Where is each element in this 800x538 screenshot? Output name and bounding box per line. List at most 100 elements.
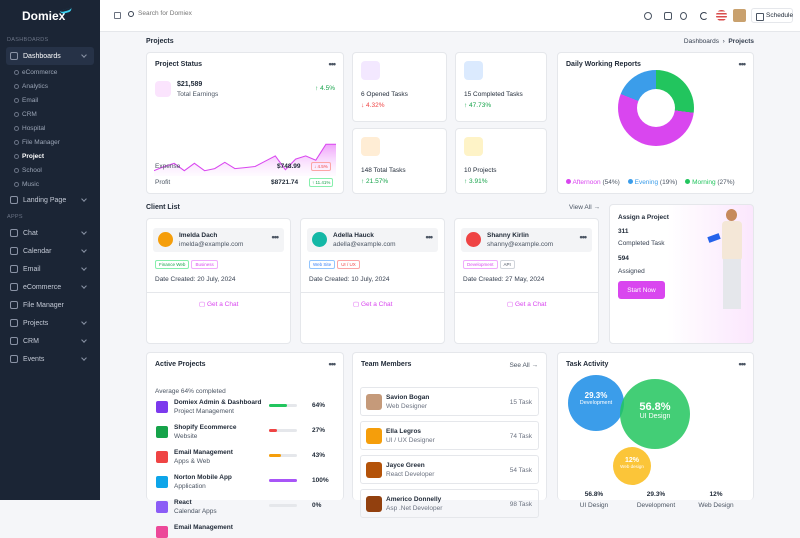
brand-logo[interactable]: Domiex	[0, 0, 100, 32]
sidebar-item-dashboards[interactable]: Dashboards	[6, 47, 94, 65]
chevron-down-icon	[81, 229, 87, 235]
member-role: UI / UX Designer	[386, 437, 435, 444]
sidebar-item-events[interactable]: Events	[0, 350, 100, 368]
search-icon	[128, 11, 134, 17]
client-tag: Business	[191, 260, 218, 269]
member-avatar	[366, 428, 382, 444]
team-member-row[interactable]: Jayce Green React Developer 54 Task	[360, 455, 539, 484]
team-see-all-link[interactable]: See All →	[509, 362, 538, 369]
user-avatar[interactable]	[733, 9, 746, 22]
start-now-button[interactable]: Start Now	[618, 281, 665, 299]
more-options-icon[interactable]: •••	[328, 359, 337, 369]
more-options-icon[interactable]: •••	[738, 59, 747, 69]
sidebar-sub-email[interactable]: Email	[0, 93, 100, 107]
project-category: Application	[174, 483, 206, 490]
sidebar-item-file-manager[interactable]: File Manager	[0, 296, 100, 314]
client-tag: UI / UX	[337, 260, 360, 269]
bubble-web-design: 12% Web design	[613, 447, 651, 485]
task-activity-card: Task Activity ••• 29.3% Development 56.8%…	[557, 352, 754, 509]
member-role: React Developer	[386, 471, 435, 478]
get-chat-button[interactable]: ▢ Get a Chat	[353, 300, 392, 308]
chat-icon: ▢	[199, 301, 206, 308]
team-member-row[interactable]: Savion Bogan Web Designer 15 Task	[360, 387, 539, 416]
sidebar-toggle-icon[interactable]	[114, 12, 121, 19]
divider	[147, 292, 290, 293]
get-chat-button[interactable]: ▢ Get a Chat	[507, 300, 546, 308]
legend-label: Evening	[634, 179, 659, 186]
project-name[interactable]: React	[174, 499, 192, 506]
get-chat-label: Get a Chat	[206, 301, 239, 308]
search-input[interactable]	[138, 10, 288, 17]
get-chat-label: Get a Chat	[360, 301, 393, 308]
average-completion: Average 64% completed	[155, 388, 226, 395]
client-view-all-link[interactable]: View All →	[569, 204, 600, 211]
team-member-row[interactable]: Americo Donnelly Asp .Net Developer 98 Tas…	[360, 489, 539, 518]
legend-evening: Evening (19%)	[627, 179, 678, 186]
project-name[interactable]: Email Management	[174, 449, 233, 456]
team-member-row[interactable]: Ella Legros UI / UX Designer 74 Task	[360, 421, 539, 450]
projects-icon	[464, 137, 483, 156]
sidebar-item-ecommerce[interactable]: eCommerce	[0, 278, 100, 296]
sidebar-sub-ecommerce[interactable]: eCommerce	[0, 65, 100, 79]
language-flag-icon[interactable]	[716, 10, 727, 21]
legend-morning: Morning (27%)	[685, 179, 735, 186]
donut-hole	[637, 89, 675, 127]
sidebar-item-projects[interactable]: Projects	[0, 314, 100, 332]
legend-value: (27%)	[717, 179, 735, 186]
projects-icon	[10, 319, 18, 327]
illustration-tablet	[707, 233, 721, 243]
project-name[interactable]: Domiex Admin & Dashboard	[174, 399, 262, 406]
client-name: Imelda Dach	[179, 232, 218, 239]
schedule-button[interactable]: Schedule	[751, 8, 793, 23]
sidebar-section-apps: APPS	[7, 213, 23, 220]
sidebar-item-email[interactable]: Email	[0, 260, 100, 278]
legend-value: (19%)	[659, 179, 678, 186]
afternoon-dot	[566, 179, 571, 184]
breadcrumb-dashboards[interactable]: Dashboards	[683, 38, 719, 45]
get-chat-button[interactable]: ▢ Get a Chat	[199, 300, 238, 308]
more-options-icon[interactable]: •••	[328, 59, 337, 69]
task-list-icon	[361, 137, 380, 156]
more-options-icon[interactable]: •••	[271, 232, 280, 242]
notification-bell-icon[interactable]	[680, 12, 687, 20]
divider	[301, 292, 444, 293]
brand-name: Domiex	[22, 9, 66, 23]
stat-value: 12%	[709, 491, 723, 498]
more-options-icon[interactable]: •••	[738, 359, 747, 369]
sidebar-sub-school[interactable]: School	[0, 163, 100, 177]
stat-label: Development	[636, 502, 676, 509]
chevron-down-icon	[81, 247, 87, 253]
sidebar-sub-crm[interactable]: CRM	[0, 107, 100, 121]
client-avatar	[158, 232, 173, 247]
sidebar-sub-analytics[interactable]: Analytics	[0, 79, 100, 93]
project-status-card: Project Status ••• $21,589 Total Earning…	[146, 52, 344, 194]
person-illustration	[707, 209, 744, 313]
sidebar-item-landing-page[interactable]: Landing Page	[0, 191, 100, 209]
total-earnings-label: Total Earnings	[177, 91, 219, 98]
more-options-icon[interactable]: •••	[579, 232, 588, 242]
sidebar-sub-music[interactable]: Music	[0, 177, 100, 191]
date-value: 20 July, 2024	[197, 276, 236, 283]
sidebar-sub-hospital[interactable]: Hospital	[0, 121, 100, 135]
sidebar-item-label: Landing Page	[23, 196, 67, 204]
settings-icon[interactable]	[644, 12, 652, 20]
stat-label: Web Design	[698, 502, 734, 509]
client-email: imelda@example.com	[179, 241, 244, 248]
client-list-title: Client List	[146, 204, 180, 211]
stat-value: 29.3%	[646, 491, 666, 498]
sidebar-item-crm[interactable]: CRM	[0, 332, 100, 350]
project-name[interactable]: Email Management	[174, 524, 233, 531]
topbar: Schedule	[100, 0, 800, 32]
moon-icon[interactable]	[700, 12, 708, 20]
legend-label: Morning	[692, 179, 716, 186]
sidebar-sub-file-manager[interactable]: File Manager	[0, 135, 100, 149]
project-name[interactable]: Shopify Ecommerce	[174, 424, 237, 431]
earnings-change: ↑ 4.5%	[315, 85, 335, 92]
more-options-icon[interactable]: •••	[425, 232, 434, 242]
sidebar-item-calendar[interactable]: Calendar	[0, 242, 100, 260]
project-name[interactable]: Norton Mobile App	[174, 474, 232, 481]
grid-icon[interactable]	[664, 12, 672, 20]
sidebar-sub-project[interactable]: Project	[0, 149, 100, 163]
member-tasks: 15 Task	[509, 399, 532, 406]
sidebar-item-chat[interactable]: Chat	[0, 224, 100, 242]
